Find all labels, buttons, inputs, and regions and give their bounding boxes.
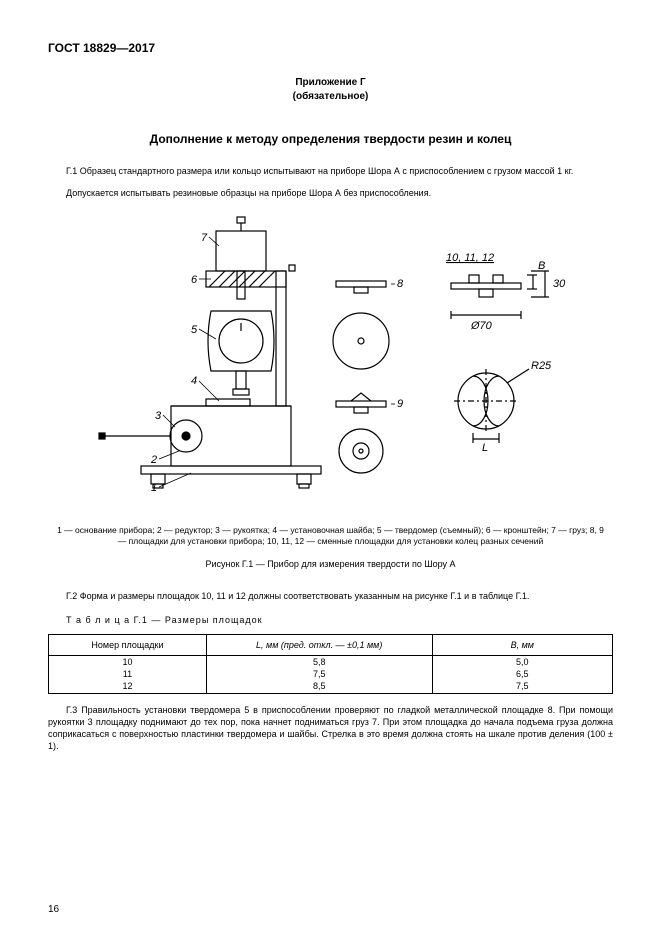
standard-code: ГОСТ 18829—2017 [48, 40, 613, 56]
fig-label-8: 8 [397, 278, 404, 290]
paragraph-g1b: Допускается испытывать резиновые образцы… [48, 187, 613, 199]
fig-label-6: 6 [191, 274, 198, 286]
paragraph-g2: Г.2 Форма и размеры площадок 10, 11 и 12… [48, 590, 613, 602]
table-g1: Номер площадки L, мм (пред. откл. — ±0,1… [48, 634, 613, 694]
fig-label-1: 1 [151, 482, 157, 494]
fig-label-3: 3 [155, 410, 162, 422]
table-row: 10 11 12 5,8 7,5 8,5 5,0 6,5 7,5 [49, 656, 613, 693]
fig-label-30: 30 [553, 278, 566, 290]
figure-legend: 1 — основание прибора; 2 — редуктор; 3 —… [48, 525, 613, 548]
appendix-title: Приложение Г [48, 76, 613, 90]
fig-label-L: L [482, 442, 488, 454]
table-header-row: Номер площадки L, мм (пред. откл. — ±0,1… [49, 635, 613, 656]
paragraph-g3: Г.3 Правильность установки твердомера 5 … [48, 704, 613, 753]
fig-label-10-12: 10, 11, 12 [446, 252, 494, 264]
table-col-1: L, мм (пред. откл. — ±0,1 мм) [206, 635, 432, 656]
table-cell: 12 [49, 680, 206, 692]
fig-label-r25: R25 [531, 360, 552, 372]
fig-label-5: 5 [191, 324, 198, 336]
appendix-subtitle: (обязательное) [48, 90, 613, 104]
paragraph-g1: Г.1 Образец стандартного размера или кол… [48, 165, 613, 177]
table-cell: 11 [49, 668, 206, 680]
table-cell: 5,8 [207, 656, 432, 668]
page-number: 16 [48, 903, 59, 917]
table-col-2: B, мм [432, 635, 613, 656]
table-cell: 7,5 [207, 668, 432, 680]
table-title: Т а б л и ц а Г.1 — Размеры площадок [48, 614, 613, 626]
figure-svg: 1 2 3 4 5 6 7 8 9 10, 11, 12 L B 30 Ø70 … [51, 211, 611, 511]
table-cell: 7,5 [433, 680, 613, 692]
page: ГОСТ 18829—2017 Приложение Г (обязательн… [0, 0, 661, 936]
table-cell: 10 [49, 656, 206, 668]
table-cell: 6,5 [433, 668, 613, 680]
table-cell: 5,0 [433, 656, 613, 668]
fig-label-4: 4 [191, 375, 197, 387]
table-col-0: Номер площадки [49, 635, 207, 656]
table-cell: 8,5 [207, 680, 432, 692]
fig-label-9: 9 [397, 398, 403, 410]
fig-label-B: B [538, 260, 545, 272]
figure-caption: Рисунок Г.1 — Прибор для измерения тверд… [48, 558, 613, 570]
section-title: Дополнение к методу определения твердост… [48, 131, 613, 147]
fig-label-d70: Ø70 [470, 320, 493, 332]
fig-label-2: 2 [150, 454, 157, 466]
fig-label-7: 7 [201, 232, 208, 244]
figure-g1: 1 2 3 4 5 6 7 8 9 10, 11, 12 L B 30 Ø70 … [48, 211, 613, 521]
